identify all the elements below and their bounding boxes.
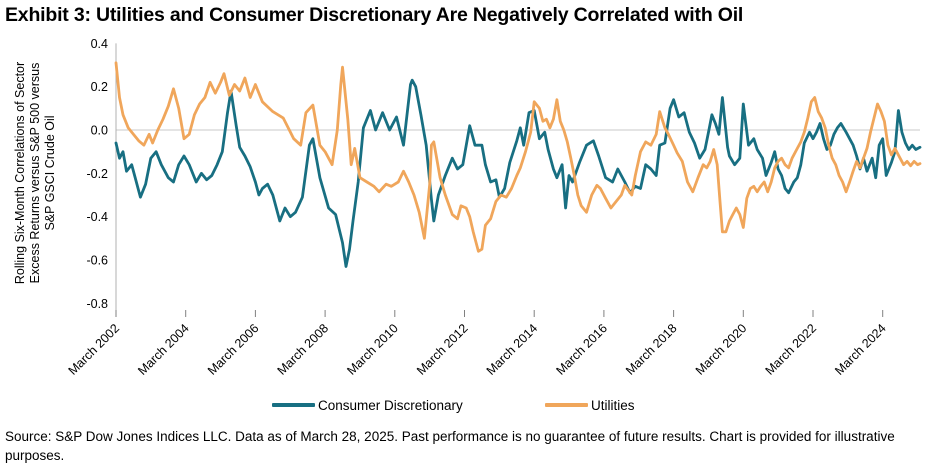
legend-item-utilities: Utilities [545,396,635,414]
y-axis-label-line: S&P GSCI Crude Oil [43,115,57,230]
y-tick-label: 0.2 [91,80,108,94]
x-tick-label: March 2008 [275,321,332,378]
y-tick-label: -0.6 [86,254,108,268]
x-tick-label: March 2004 [135,321,192,378]
x-tick-label: March 2022 [763,321,820,378]
x-tick-label: March 2024 [832,321,889,378]
series-line-consumer-discretionary [114,78,922,268]
x-tick-label: March 2016 [553,321,610,378]
chart-title: Exhibit 3: Utilities and Consumer Discre… [5,4,744,26]
y-tick-label: -0.4 [86,210,108,224]
y-tick-label: 0.4 [91,37,108,51]
x-tick-label: March 2020 [693,321,750,378]
x-tick-label: March 2018 [623,321,680,378]
x-tick-label: March 2014 [484,321,541,378]
x-tick-label: March 2002 [66,321,123,378]
legend-swatch-utilities [545,403,588,407]
x-tick-label: March 2010 [344,321,401,378]
x-tick-label: March 2012 [414,321,471,378]
legend-label-consumer-discretionary: Consumer Discretionary [318,397,463,413]
legend-swatch-consumer-discretionary [272,403,315,407]
y-tick-label: 0.0 [91,124,108,138]
chart-legend: Consumer Discretionary Utilities [0,396,945,414]
x-tick-label: March 2006 [205,321,262,378]
y-tick-label: -0.8 [86,297,108,311]
series-line-utilities [114,61,922,253]
legend-label-utilities: Utilities [591,397,635,413]
legend-item-consumer-discretionary: Consumer Discretionary [272,396,463,414]
source-note: Source: S&P Dow Jones Indices LLC. Data … [5,429,895,463]
y-tick-label: -0.2 [86,167,108,181]
y-axis-label-line: Excess Returns versus S&P 500 versus [28,63,42,284]
y-axis-label-line: Rolling Six-Month Correlations of Sector [13,62,27,284]
